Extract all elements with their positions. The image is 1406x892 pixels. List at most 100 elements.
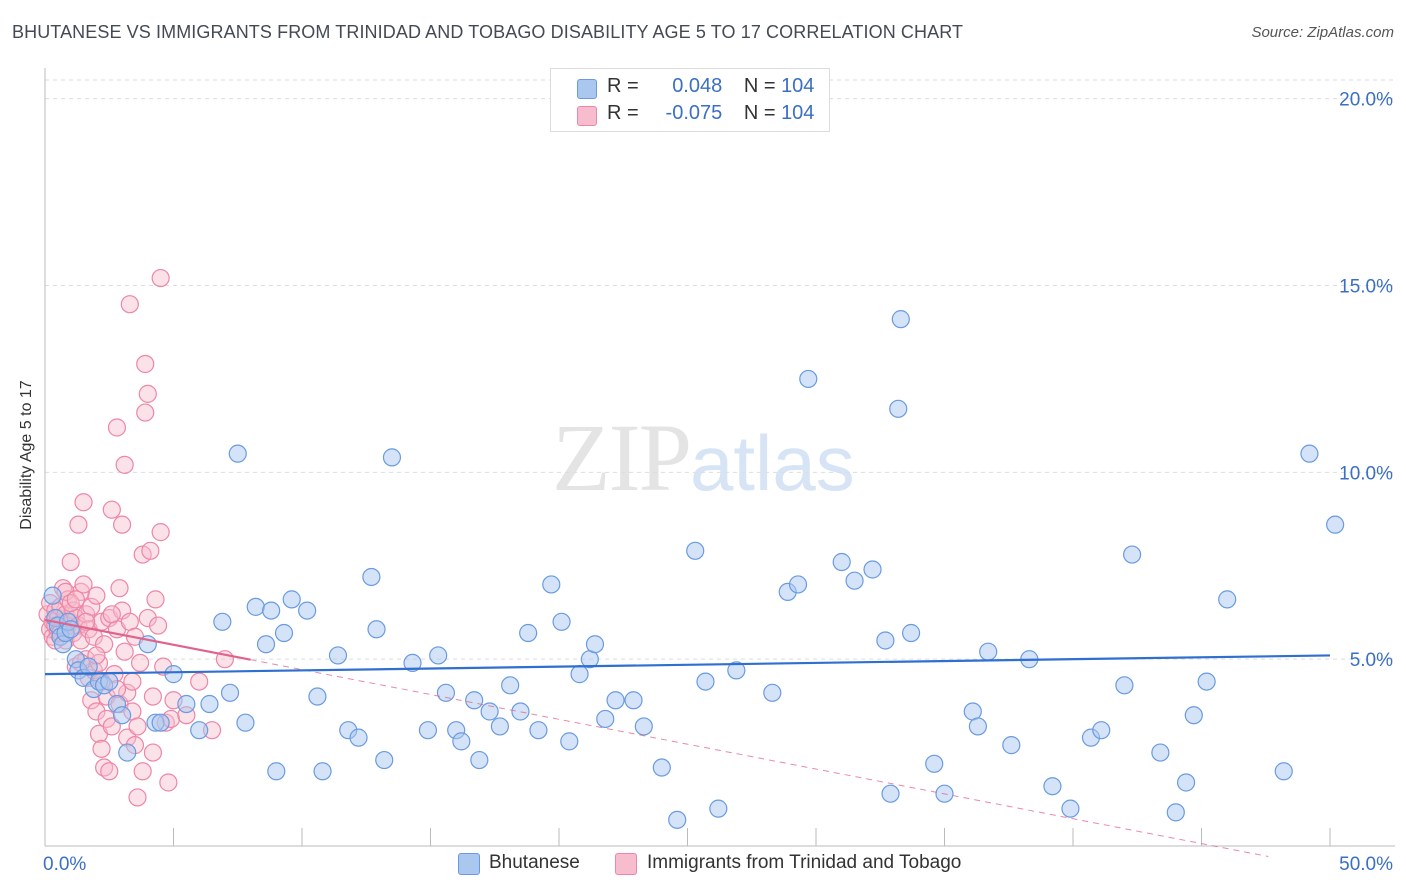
point-bhutanese <box>213 612 232 631</box>
chart-title: BHUTANESE VS IMMIGRANTS FROM TRINIDAD AN… <box>12 22 964 42</box>
point-bhutanese <box>1176 773 1196 792</box>
point-bhutanese <box>418 721 438 740</box>
point-bhutanese <box>1184 706 1203 725</box>
point-bhutanese <box>298 601 317 620</box>
legend-n-value: 104 <box>781 102 815 124</box>
point-bhutanese <box>570 665 589 684</box>
point-trinidad <box>74 493 93 512</box>
legend-swatch-bhutanese <box>577 79 597 99</box>
point-bhutanese <box>313 762 332 781</box>
point-trinidad <box>84 627 103 646</box>
point-trinidad <box>66 590 85 609</box>
legend-n-value: 104 <box>781 75 815 97</box>
point-bhutanese <box>328 646 348 665</box>
point-bhutanese <box>282 590 301 609</box>
point-bhutanese <box>1043 777 1062 796</box>
point-bhutanese <box>624 691 643 710</box>
point-trinidad <box>112 515 132 534</box>
point-bhutanese <box>1151 743 1170 762</box>
point-bhutanese <box>267 762 286 781</box>
trend-line-bhutanese <box>44 654 1331 676</box>
point-bhutanese <box>246 597 265 616</box>
point-bhutanese <box>1300 444 1319 463</box>
point-bhutanese <box>529 721 548 740</box>
legend-r-value: 0.048 <box>672 75 723 97</box>
y-tick-label: 10.0% <box>1339 463 1393 484</box>
point-bhutanese <box>100 672 119 691</box>
point-bhutanese <box>1061 799 1080 818</box>
point-bhutanese <box>256 635 276 654</box>
point-trinidad <box>92 739 111 758</box>
point-trinidad <box>151 523 170 542</box>
point-trinidad <box>107 418 127 437</box>
point-bhutanese <box>763 683 782 702</box>
point-bhutanese <box>863 560 882 579</box>
point-trinidad <box>115 642 134 661</box>
point-trinidad <box>136 403 155 422</box>
point-trinidad <box>143 743 163 762</box>
point-bhutanese <box>979 642 998 661</box>
point-bhutanese <box>696 672 715 691</box>
point-bhutanese <box>668 810 687 829</box>
point-bhutanese <box>511 702 530 721</box>
point-bhutanese <box>709 799 728 818</box>
watermark-atlas: atlas <box>690 419 855 507</box>
legend-r-label: R = <box>607 75 639 97</box>
point-trinidad <box>123 672 142 691</box>
point-bhutanese <box>552 612 571 631</box>
point-bhutanese <box>112 706 132 725</box>
point-trinidad <box>159 773 178 792</box>
point-trinidad <box>148 616 168 635</box>
point-trinidad <box>100 762 119 781</box>
point-bhutanese <box>429 646 448 665</box>
point-bhutanese <box>220 683 240 702</box>
point-trinidad <box>87 702 106 721</box>
point-bhutanese <box>362 567 381 587</box>
point-bhutanese <box>382 448 402 467</box>
point-bhutanese <box>1123 545 1142 564</box>
point-trinidad <box>146 590 165 609</box>
point-bhutanese <box>79 657 98 676</box>
point-trinidad <box>143 687 163 706</box>
point-trinidad <box>138 608 157 628</box>
point-bhutanese <box>876 631 895 650</box>
y-tick-label: 5.0% <box>1350 650 1393 671</box>
legend-n-label: N = <box>743 75 776 97</box>
point-bhutanese <box>151 713 170 732</box>
point-bhutanese <box>634 717 653 736</box>
point-bhutanese <box>236 713 255 732</box>
point-bhutanese <box>560 732 579 751</box>
point-bhutanese <box>228 444 247 463</box>
x-tick-label: 0.0% <box>43 854 86 875</box>
point-bhutanese <box>308 687 327 706</box>
point-bhutanese <box>375 750 394 770</box>
point-bhutanese <box>1166 803 1185 822</box>
legend-n-label: N = <box>743 102 776 124</box>
point-bhutanese <box>465 691 484 710</box>
point-bhutanese <box>542 575 561 594</box>
point-bhutanese <box>891 310 910 329</box>
point-bhutanese <box>1115 676 1134 695</box>
point-trinidad <box>120 295 139 314</box>
point-bhutanese <box>177 694 196 714</box>
point-bhutanese <box>606 691 625 710</box>
watermark: ZIPatlas <box>552 402 855 513</box>
point-bhutanese <box>889 399 908 418</box>
point-bhutanese <box>832 552 851 572</box>
point-bhutanese <box>164 665 183 684</box>
point-bhutanese <box>403 653 422 673</box>
point-bhutanese <box>727 661 746 680</box>
legend-r-value: -0.075 <box>665 102 723 124</box>
point-trinidad <box>61 552 80 572</box>
point-trinidad <box>136 354 155 374</box>
point-bhutanese <box>585 635 605 654</box>
point-bhutanese <box>845 571 864 590</box>
point-trinidad <box>190 672 209 691</box>
watermark-zip: ZIP <box>552 404 692 511</box>
point-trinidad <box>102 500 121 519</box>
point-trinidad <box>87 586 106 605</box>
point-trinidad <box>74 575 93 594</box>
point-trinidad <box>69 515 88 534</box>
legend-r-label: R = <box>607 102 639 124</box>
